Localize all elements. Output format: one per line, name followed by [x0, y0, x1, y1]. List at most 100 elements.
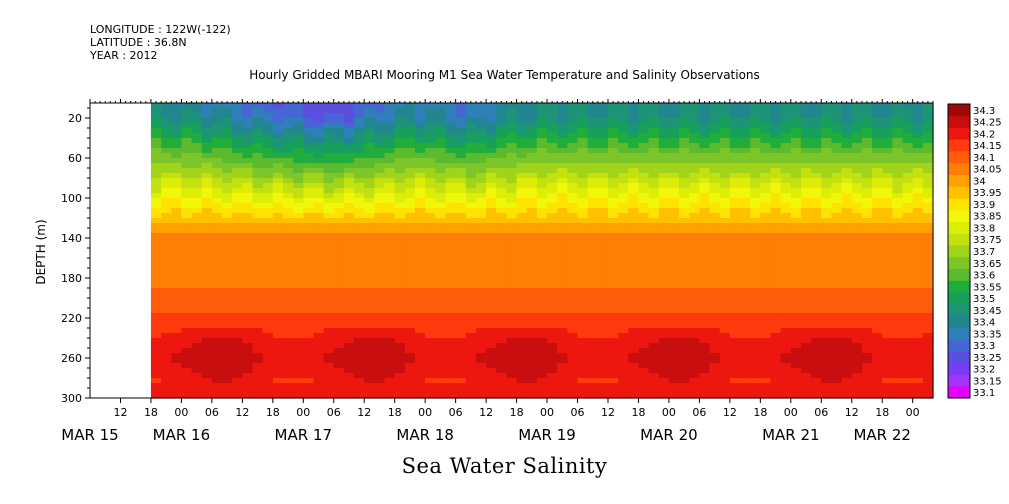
heatmap-cell — [242, 198, 254, 204]
heatmap-cell — [912, 368, 924, 374]
heatmap-cell — [364, 343, 375, 349]
heatmap-cell — [912, 353, 924, 359]
heatmap-cell — [740, 298, 751, 304]
heatmap-cell — [272, 208, 284, 214]
heatmap-cell — [628, 213, 640, 219]
heatmap-cell — [445, 258, 457, 264]
heatmap-cell — [242, 383, 254, 389]
heatmap-cell — [607, 153, 619, 159]
heatmap-cell — [780, 128, 792, 134]
heatmap-cell — [557, 168, 568, 174]
heatmap-cell — [790, 148, 802, 154]
heatmap-cell — [252, 308, 264, 314]
heatmap-cell — [323, 243, 335, 249]
heatmap-cell — [415, 133, 426, 139]
heatmap-cell — [800, 303, 812, 309]
heatmap-cell — [496, 253, 508, 259]
heatmap-cell — [516, 133, 528, 139]
heatmap-cell — [760, 298, 772, 304]
heatmap-cell — [272, 143, 284, 149]
heatmap-cell — [587, 228, 599, 234]
heatmap-cell — [760, 198, 772, 204]
heatmap-cell — [760, 323, 772, 329]
heatmap-cell — [150, 263, 162, 269]
heatmap-cell — [272, 338, 284, 344]
heatmap-cell — [435, 168, 447, 174]
heatmap-cell — [486, 328, 497, 334]
heatmap-cell — [841, 258, 853, 264]
heatmap-cell — [892, 288, 904, 294]
heatmap-cell — [282, 108, 294, 114]
heatmap-cell — [496, 238, 508, 244]
heatmap-cell — [587, 383, 599, 389]
heatmap-cell — [364, 203, 375, 209]
heatmap-cell — [506, 123, 518, 129]
heatmap-cell — [455, 213, 467, 219]
heatmap-cell — [882, 208, 893, 214]
heatmap-cell — [760, 223, 772, 229]
heatmap-cell — [557, 323, 568, 329]
heatmap-cell — [800, 358, 812, 364]
heatmap-cell — [201, 338, 213, 344]
heatmap-cell — [679, 338, 690, 344]
heatmap-cell — [831, 243, 843, 249]
heatmap-cell — [161, 178, 172, 184]
heatmap-cell — [597, 373, 609, 379]
heatmap-cell — [547, 128, 558, 134]
heatmap-cell — [262, 158, 274, 164]
heatmap-cell — [709, 308, 721, 314]
heatmap-cell — [262, 248, 274, 254]
heatmap-cell — [618, 353, 629, 359]
heatmap-cell — [902, 193, 914, 199]
heatmap-cell — [272, 298, 284, 304]
heatmap-cell — [445, 158, 457, 164]
heatmap-cell — [882, 318, 893, 324]
heatmap-cell — [415, 178, 426, 184]
heatmap-cell — [516, 203, 528, 209]
heatmap-cell — [648, 258, 660, 264]
heatmap-cell — [272, 233, 284, 239]
heatmap-cell — [790, 198, 802, 204]
heatmap-cell — [861, 373, 873, 379]
heatmap-cell — [902, 323, 914, 329]
y-tick-label: 140 — [61, 232, 82, 245]
heatmap-cell — [435, 278, 447, 284]
heatmap-cell — [404, 288, 416, 294]
heatmap-cell — [902, 198, 914, 204]
heatmap-cell — [638, 348, 650, 354]
heatmap-cell — [435, 173, 447, 179]
heatmap-cell — [536, 348, 548, 354]
heatmap-cell — [872, 293, 883, 299]
heatmap-cell — [354, 353, 365, 359]
heatmap-cell — [211, 308, 223, 314]
heatmap-cell — [201, 173, 213, 179]
heatmap-cell — [740, 143, 751, 149]
heatmap-cell — [780, 183, 792, 189]
heatmap-cell — [780, 168, 792, 174]
heatmap-cell — [577, 168, 589, 174]
heatmap-cell — [770, 113, 782, 119]
heatmap-cell — [364, 148, 375, 154]
heatmap-cell — [303, 183, 315, 189]
heatmap-cell — [313, 238, 325, 244]
heatmap-cell — [333, 233, 345, 239]
heatmap-cell — [607, 303, 619, 309]
heatmap-cell — [282, 273, 294, 279]
heatmap-cell — [171, 343, 183, 349]
heatmap-cell — [333, 188, 345, 194]
heatmap-cell — [394, 278, 406, 284]
heatmap-cell — [171, 368, 183, 374]
heatmap-cell — [394, 273, 406, 279]
heatmap-cell — [851, 338, 863, 344]
heatmap-cell — [638, 103, 650, 109]
heatmap-cell — [547, 183, 558, 189]
heatmap-cell — [455, 183, 467, 189]
heatmap-cell — [536, 393, 548, 399]
heatmap-cell — [861, 383, 873, 389]
heatmap-cell — [831, 208, 843, 214]
heatmap-cell — [323, 223, 335, 229]
heatmap-cell — [272, 318, 284, 324]
heatmap-cell — [709, 203, 721, 209]
heatmap-cell — [364, 253, 375, 259]
heatmap-cell — [211, 268, 223, 274]
